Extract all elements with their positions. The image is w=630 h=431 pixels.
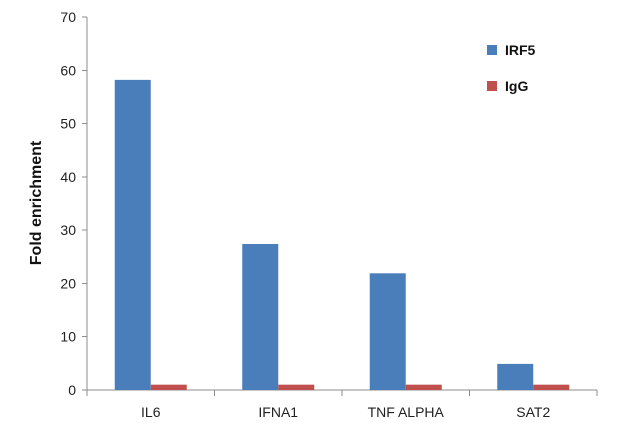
bar-igg-ifna1	[278, 384, 315, 390]
x-tick-label: SAT2	[516, 404, 550, 420]
bars	[114, 79, 570, 391]
y-axis: 0 10 20 30 40 50 60 70	[60, 9, 88, 398]
x-tick-label: TNF ALPHA	[368, 404, 445, 420]
y-tick-label: 60	[60, 62, 76, 78]
y-tick-label: 0	[68, 382, 76, 398]
legend-label-irf5: IRF5	[505, 42, 536, 58]
x-tick-label: IL6	[141, 404, 161, 420]
y-tick-label: 20	[60, 275, 76, 291]
y-axis-title: Fold enrichment	[28, 140, 45, 265]
legend-swatch-igg	[487, 81, 497, 91]
bar-irf5-ifna1	[242, 243, 279, 390]
y-tick-label: 50	[60, 116, 76, 132]
legend-swatch-irf5	[487, 45, 497, 55]
bar-irf5-il6	[114, 79, 151, 391]
y-tick-label: 40	[60, 169, 76, 185]
legend-label-igg: IgG	[505, 78, 528, 94]
bar-igg-tnf-alpha	[405, 384, 442, 390]
bar-igg-sat2	[533, 384, 570, 390]
x-axis: IL6 IFNA1 TNF ALPHA SAT2	[86, 389, 598, 420]
y-tick-label: 10	[60, 329, 76, 345]
bar-irf5-sat2	[497, 363, 534, 390]
legend: IRF5 IgG	[487, 42, 536, 94]
bar-igg-il6	[150, 384, 187, 390]
x-tick-label: IFNA1	[258, 404, 298, 420]
bar-irf5-tnf-alpha	[369, 273, 406, 390]
y-tick-label: 70	[60, 9, 76, 25]
y-tick-label: 30	[60, 222, 76, 238]
